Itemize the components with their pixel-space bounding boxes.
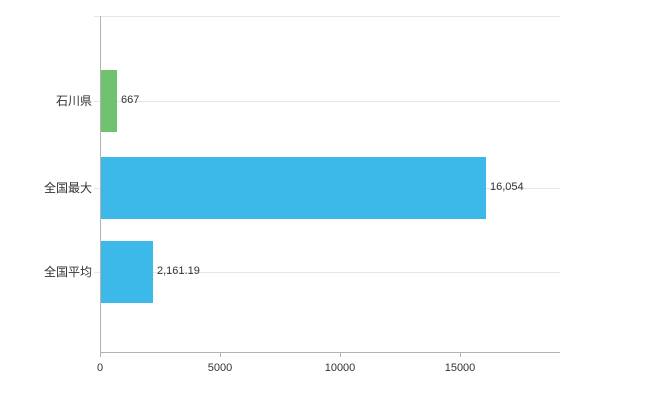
value-label: 667 [121, 94, 140, 106]
x-tick-label: 0 [96, 362, 104, 374]
x-tick-mark [340, 352, 341, 357]
category-label: 石川県 [55, 94, 92, 108]
x-tick-label: 10000 [324, 362, 356, 374]
value-label: 2,161.19 [157, 265, 200, 277]
category-label: 全国平均 [43, 265, 92, 279]
gridline [94, 101, 560, 102]
bar [101, 70, 117, 132]
plot-top-border [94, 16, 560, 17]
gridline [94, 272, 560, 273]
x-tick-label: 5000 [207, 362, 233, 374]
x-tick-mark [100, 352, 101, 357]
y-axis-line [100, 16, 101, 352]
value-label: 16,054 [490, 181, 524, 193]
x-tick-mark [460, 352, 461, 357]
x-tick-mark [220, 352, 221, 357]
bar [101, 241, 153, 303]
x-axis-line [100, 352, 560, 353]
category-label: 全国最大 [43, 181, 92, 195]
x-tick-label: 15000 [444, 362, 476, 374]
bar [101, 157, 486, 219]
